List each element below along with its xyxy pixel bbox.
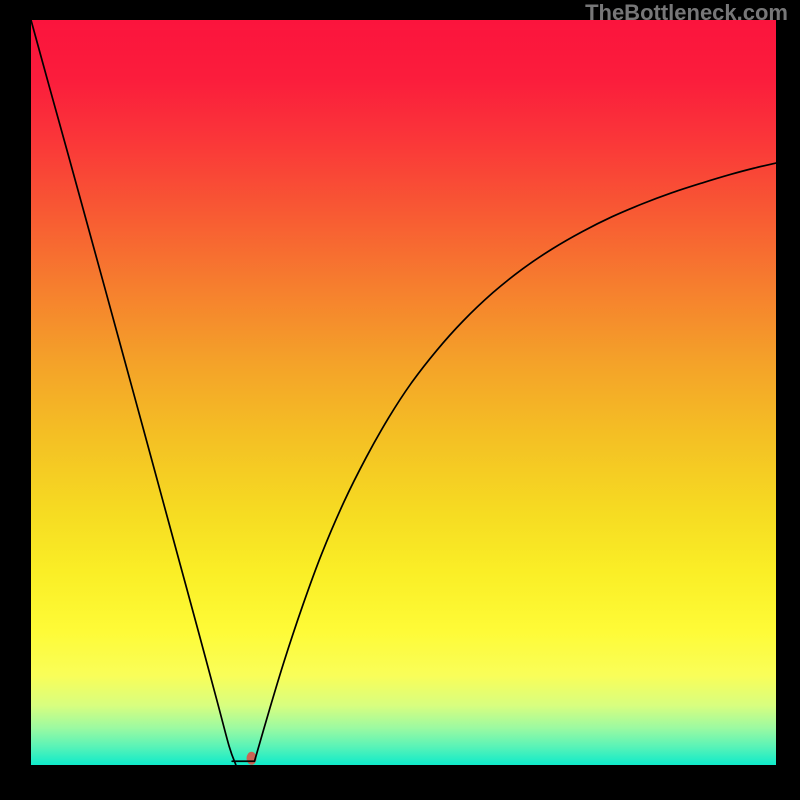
watermark-text: TheBottleneck.com xyxy=(585,0,788,26)
chart-container: TheBottleneck.com xyxy=(0,0,800,800)
plot-area xyxy=(31,20,776,765)
